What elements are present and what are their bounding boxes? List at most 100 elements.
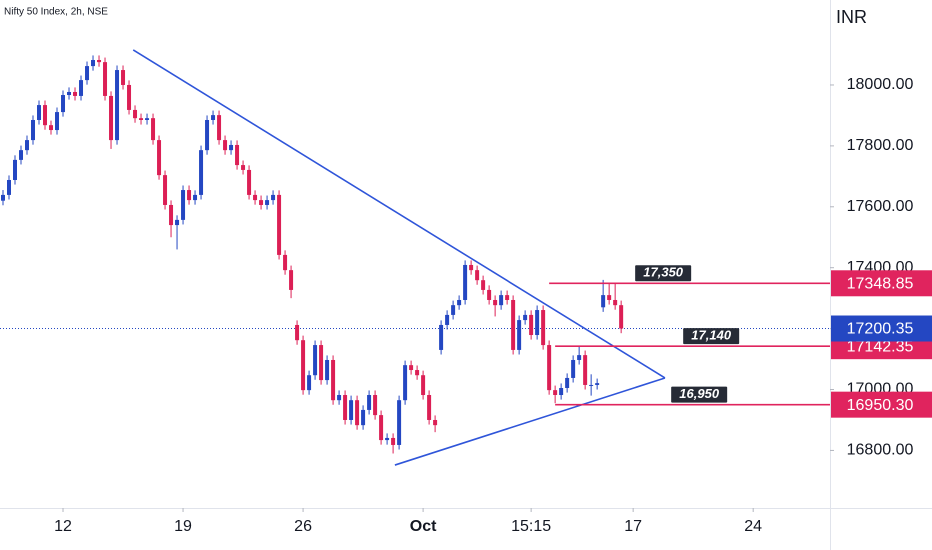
last-price-box	[831, 315, 932, 342]
candle-body	[163, 175, 168, 205]
candle-body	[1, 194, 6, 201]
candle-body	[361, 409, 366, 426]
candle-body	[61, 95, 66, 113]
candle-body	[55, 112, 60, 131]
candle-body	[439, 324, 444, 350]
candle-body	[355, 400, 360, 426]
candle-body	[85, 66, 90, 81]
candle-body	[79, 80, 84, 96]
level-axis-label: 17142.35	[847, 338, 914, 355]
candle-body	[133, 109, 138, 119]
candle-body	[403, 365, 408, 401]
candle-body	[589, 384, 594, 386]
candle-body	[307, 375, 312, 391]
candle-body	[547, 345, 552, 391]
candle-body	[523, 314, 528, 321]
chart-title: Nifty 50 Index, 2h, NSE	[4, 7, 108, 18]
candle-body	[127, 84, 132, 110]
candle-body	[25, 140, 30, 151]
level-tag: 16,950	[679, 386, 720, 401]
candle-body	[181, 190, 186, 220]
candle-body	[613, 299, 618, 306]
candle-body	[331, 359, 336, 401]
candle-body	[451, 305, 456, 315]
currency-label: INR	[836, 7, 867, 27]
candle-body	[595, 383, 600, 385]
candle-body	[157, 140, 162, 176]
candle-body	[211, 115, 216, 120]
candle-body	[583, 355, 588, 385]
candle-body	[289, 270, 294, 290]
trendline	[394, 377, 666, 466]
candle-body	[385, 437, 390, 441]
candle-body	[97, 59, 102, 63]
candle-body	[577, 355, 582, 360]
candle-body	[49, 125, 54, 131]
candle-body	[559, 388, 564, 396]
candle-body	[235, 144, 240, 166]
candle-body	[259, 200, 264, 205]
candle-body	[277, 194, 282, 255]
candle-body	[601, 295, 606, 308]
candle-body	[205, 119, 210, 151]
candle-body	[511, 299, 516, 350]
candle-body	[313, 345, 318, 376]
candle-body	[265, 200, 270, 205]
candle-body	[517, 320, 522, 350]
candle-body	[109, 95, 114, 141]
candle-body	[493, 299, 498, 306]
level-axis-label: 16950.30	[847, 397, 914, 414]
candle-body	[121, 70, 126, 85]
candle-body	[115, 70, 120, 141]
candle-body	[19, 150, 24, 160]
candle-body	[553, 390, 558, 396]
candle-body	[271, 194, 276, 201]
candle-body	[421, 375, 426, 396]
y-tick-label: 17800.00	[847, 137, 914, 154]
candle-body	[199, 150, 204, 195]
candle-body	[295, 324, 300, 341]
candle-body	[415, 370, 420, 376]
trendline	[132, 49, 666, 379]
candle-body	[37, 105, 42, 120]
candle-body	[223, 140, 228, 151]
level-tag: 17,140	[691, 328, 732, 343]
candle-body	[139, 118, 144, 120]
candle-body	[31, 119, 36, 141]
candle-body	[343, 395, 348, 420]
level-axis-label: 17348.85	[847, 276, 914, 293]
candle-body	[175, 219, 180, 226]
candle-body	[229, 144, 234, 151]
candle-body	[193, 194, 198, 201]
candle-body	[13, 159, 18, 180]
candle-body	[373, 395, 378, 416]
candle-body	[391, 437, 396, 445]
candle-body	[475, 270, 480, 281]
candle-body	[457, 299, 462, 306]
candle-body	[151, 118, 156, 141]
x-tick-label: 15:15	[511, 518, 551, 535]
y-tick-label: 16800.00	[847, 442, 914, 459]
level-axis-box	[831, 270, 932, 297]
candle-body	[397, 400, 402, 445]
candle-body	[337, 395, 342, 401]
candle-body	[505, 295, 510, 300]
candle-body	[73, 91, 78, 96]
last-price-label: 17200.35	[847, 321, 914, 338]
level-tag-bg	[635, 265, 692, 282]
candle-body	[535, 310, 540, 336]
candle-body	[169, 204, 174, 226]
candle-body	[325, 359, 330, 381]
candle-body	[349, 400, 354, 420]
level-axis-box	[831, 391, 932, 418]
candle-body	[253, 194, 258, 201]
candle-body	[91, 59, 96, 67]
candle-body	[499, 295, 504, 306]
candle-body	[445, 314, 450, 325]
candle-body	[469, 264, 474, 271]
candle-body	[565, 377, 570, 389]
level-tag-bg	[683, 328, 740, 345]
candle-body	[463, 264, 468, 300]
candle-body	[103, 62, 108, 96]
